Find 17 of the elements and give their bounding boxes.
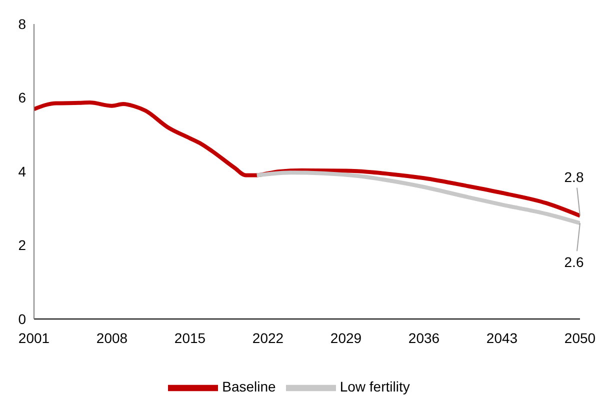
y-tick-label: 8 (18, 16, 26, 32)
data-label: 2.8 (564, 168, 584, 185)
y-tick-label: 0 (18, 310, 26, 327)
y-tick-label: 2 (18, 237, 26, 254)
x-tick-label: 2036 (408, 330, 440, 346)
x-tick-label: 2050 (564, 330, 596, 346)
x-tick-label: 2015 (174, 330, 206, 346)
data-label: 2.6 (564, 254, 584, 270)
x-tick-label: 2001 (18, 330, 50, 346)
x-tick-label: 2008 (96, 330, 128, 346)
legend-label: Baseline (222, 378, 276, 395)
x-tick-label: 2043 (486, 330, 518, 346)
x-tick-label: 2029 (330, 330, 362, 346)
y-tick-label: 6 (18, 90, 26, 106)
x-tick-label: 2022 (252, 330, 284, 346)
legend-label: Low fertility (340, 378, 410, 395)
y-tick-label: 4 (18, 163, 26, 180)
